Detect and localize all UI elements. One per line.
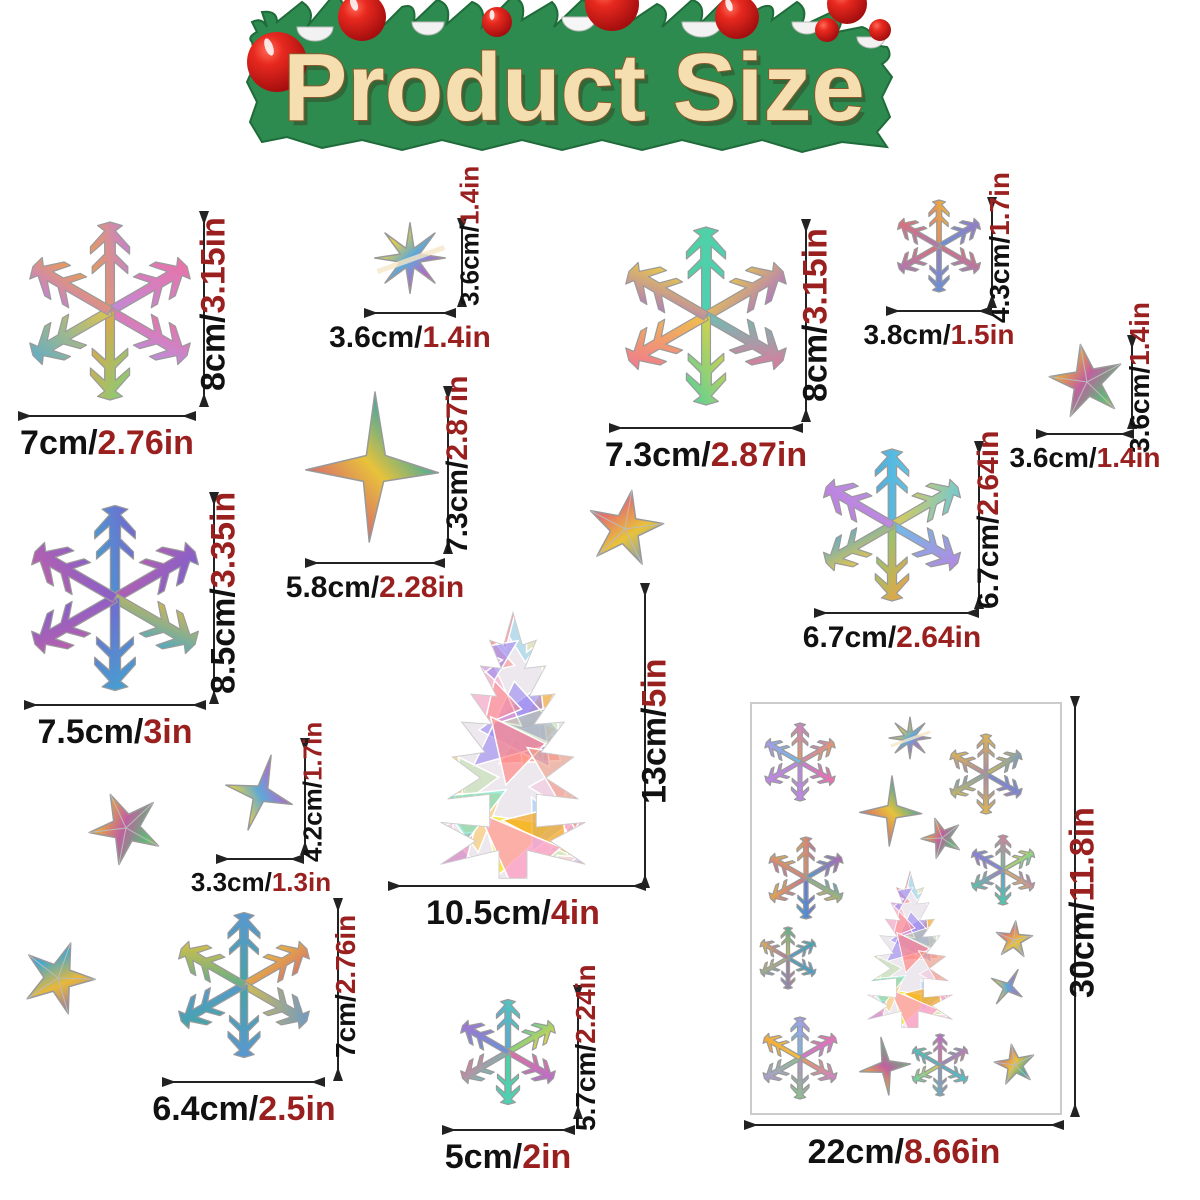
svg-text:Product Size: Product Size (283, 34, 864, 141)
